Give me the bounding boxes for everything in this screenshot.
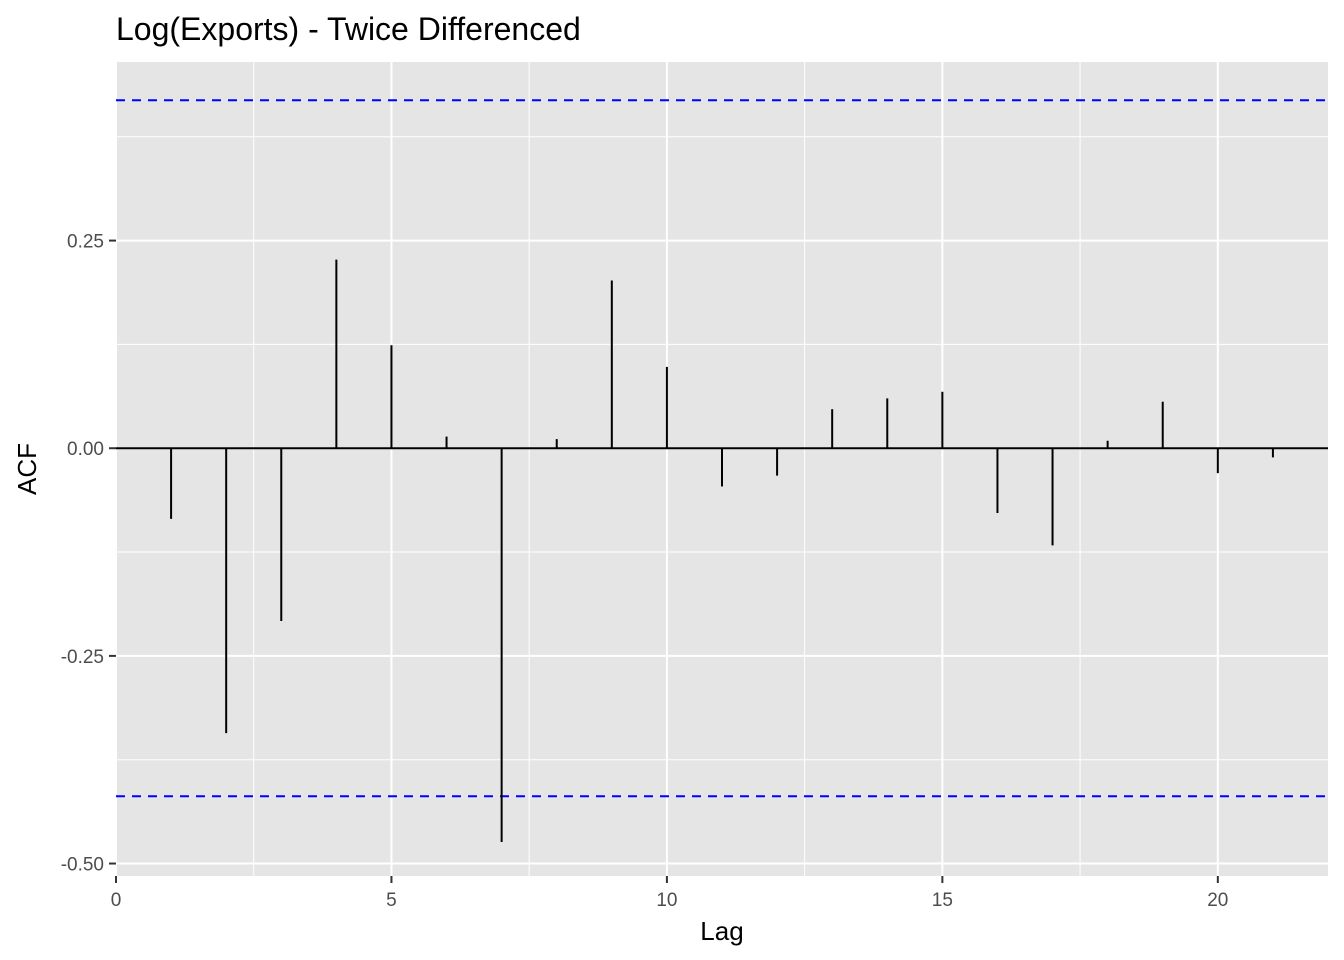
y-tick-label: 0.25: [67, 232, 104, 253]
x-tick-label: 10: [656, 890, 677, 911]
y-axis: -0.50 -0.25 0.00 0.25: [61, 232, 116, 876]
x-axis-title: Lag: [700, 916, 743, 946]
y-tick-label: -0.25: [61, 647, 104, 668]
y-tick-label: -0.50: [61, 855, 104, 876]
x-axis: 0 5 10 15 20: [111, 876, 1228, 911]
x-tick-label: 20: [1207, 890, 1228, 911]
y-tick-label: 0.00: [67, 439, 104, 460]
x-tick-label: 0: [111, 890, 122, 911]
y-axis-title: ACF: [12, 443, 42, 495]
chart-title: Log(Exports) - Twice Differenced: [116, 11, 581, 47]
x-tick-label: 15: [932, 890, 953, 911]
x-tick-label: 5: [386, 890, 397, 911]
confidence-bounds: [116, 99, 1328, 798]
acf-bars: [170, 259, 1274, 842]
